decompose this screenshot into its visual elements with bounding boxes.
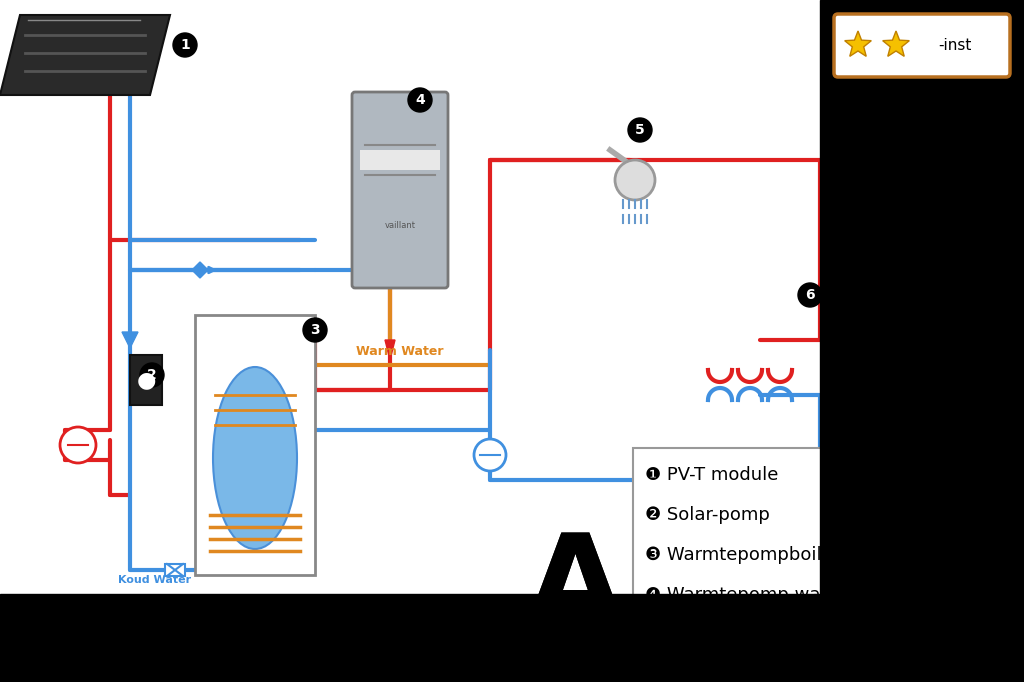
Text: 6: 6	[805, 288, 815, 302]
Text: ❹ Warmtepomp water-w: ❹ Warmtepomp water-w	[645, 586, 866, 604]
Text: 4: 4	[415, 93, 425, 107]
Bar	[0, 594, 1024, 682]
Polygon shape	[122, 332, 138, 348]
FancyBboxPatch shape	[165, 564, 185, 576]
Bar	[130, 355, 162, 405]
Polygon shape	[845, 31, 871, 57]
Text: A: A	[526, 529, 624, 651]
Circle shape	[173, 33, 197, 57]
FancyBboxPatch shape	[633, 448, 922, 627]
Text: -inst: -inst	[938, 38, 972, 53]
Bar	[820, 0, 1024, 682]
Text: 5: 5	[635, 123, 645, 137]
Text: Warm Water: Warm Water	[356, 345, 443, 358]
Circle shape	[408, 88, 432, 112]
Text: vaillant: vaillant	[384, 220, 416, 230]
Circle shape	[798, 283, 822, 307]
Text: A: A	[526, 529, 624, 651]
Text: ❸ Warmtepompboiler: ❸ Warmtepompboiler	[645, 546, 841, 564]
Text: 1: 1	[180, 38, 189, 52]
FancyBboxPatch shape	[834, 14, 1010, 77]
Text: Koud Water: Koud Water	[119, 575, 191, 585]
Circle shape	[303, 318, 327, 342]
Circle shape	[615, 160, 655, 200]
Polygon shape	[883, 31, 909, 57]
Circle shape	[628, 118, 652, 142]
FancyBboxPatch shape	[352, 92, 449, 288]
Polygon shape	[385, 340, 395, 360]
Circle shape	[474, 439, 506, 471]
Bar	[195, 315, 315, 575]
Polygon shape	[0, 15, 170, 95]
Text: 2: 2	[147, 368, 157, 382]
Polygon shape	[193, 262, 208, 278]
Text: 3: 3	[310, 323, 319, 337]
Text: ❶ PV-T module: ❶ PV-T module	[645, 466, 778, 484]
Ellipse shape	[213, 367, 297, 549]
Circle shape	[140, 363, 164, 387]
Bar	[360, 150, 440, 170]
Text: ❷ Solar-pomp: ❷ Solar-pomp	[645, 506, 770, 524]
Circle shape	[60, 427, 96, 463]
Text: ●: ●	[136, 370, 156, 390]
